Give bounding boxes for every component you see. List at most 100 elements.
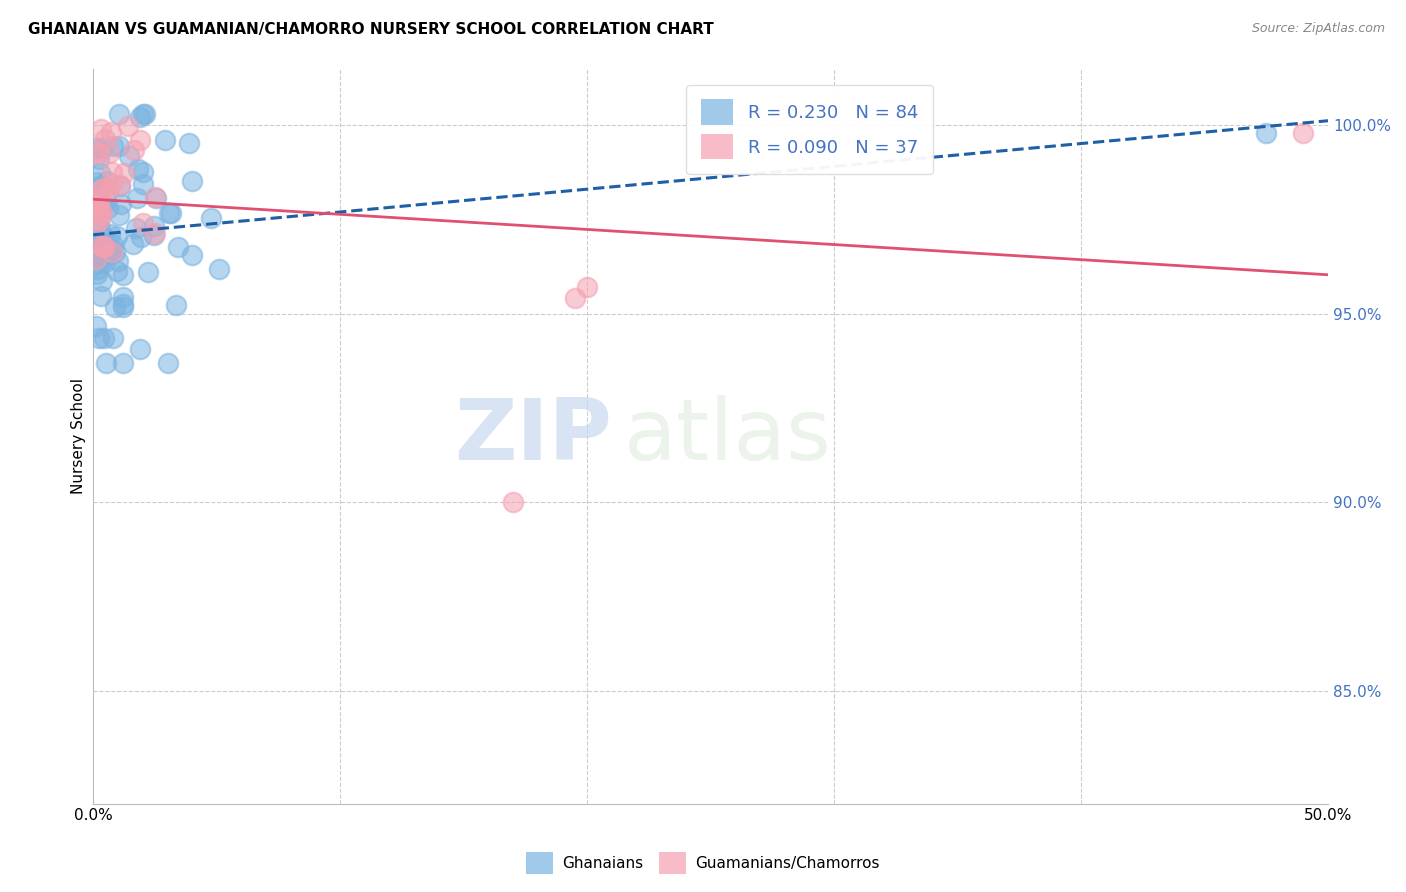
Point <box>502 495 524 509</box>
Text: atlas: atlas <box>624 394 832 477</box>
Point <box>97 145 120 160</box>
Point <box>84 318 107 333</box>
Point <box>93 131 115 145</box>
Point <box>89 206 111 220</box>
Point <box>91 206 114 220</box>
Point <box>90 121 112 136</box>
Point <box>129 110 152 124</box>
Point <box>84 236 107 251</box>
Point <box>104 244 127 259</box>
Point <box>93 239 115 253</box>
Point <box>89 215 111 229</box>
Point <box>84 234 107 248</box>
Point <box>84 182 107 196</box>
Point <box>96 194 118 208</box>
Point <box>93 331 115 345</box>
Point <box>91 251 114 265</box>
Point <box>89 166 111 180</box>
Point <box>84 205 107 219</box>
Point <box>107 208 129 222</box>
Point <box>112 355 135 369</box>
Point <box>91 182 114 196</box>
Point <box>136 265 159 279</box>
Point <box>112 165 135 179</box>
Point <box>117 119 139 133</box>
Point <box>576 280 599 294</box>
Point <box>112 300 135 314</box>
Point <box>86 200 108 214</box>
Point <box>90 178 112 193</box>
Point <box>180 248 202 262</box>
Point <box>112 268 135 282</box>
Point <box>181 174 204 188</box>
Point <box>145 191 167 205</box>
Point <box>89 330 111 344</box>
Point <box>157 206 180 220</box>
Point <box>87 212 110 227</box>
Point <box>93 231 115 245</box>
Point <box>131 164 153 178</box>
Point <box>165 297 187 311</box>
Point <box>101 242 124 256</box>
Point <box>84 257 107 271</box>
Point <box>100 125 122 139</box>
Point <box>125 191 148 205</box>
Point <box>108 107 131 121</box>
Point <box>208 262 231 277</box>
Point <box>107 254 129 268</box>
Point <box>101 177 124 191</box>
Point <box>1292 126 1315 140</box>
Point <box>127 162 149 177</box>
Point <box>159 206 181 220</box>
Point <box>89 153 111 167</box>
Point <box>86 267 108 281</box>
Point <box>84 217 107 231</box>
Point <box>132 107 155 121</box>
Point <box>90 289 112 303</box>
Point <box>200 211 222 225</box>
Point <box>134 107 156 121</box>
Point <box>84 197 107 211</box>
Point <box>93 239 115 253</box>
Point <box>104 300 127 314</box>
Point <box>90 197 112 211</box>
Point <box>97 201 120 215</box>
Point <box>132 177 155 191</box>
Point <box>110 179 132 194</box>
Point <box>105 264 128 278</box>
Point <box>564 292 586 306</box>
Point <box>128 133 150 147</box>
Point <box>122 144 145 158</box>
Point <box>98 246 121 260</box>
Text: Source: ZipAtlas.com: Source: ZipAtlas.com <box>1251 22 1385 36</box>
Point <box>84 252 107 266</box>
Point <box>87 188 110 202</box>
Point <box>167 240 190 254</box>
Point <box>101 244 124 259</box>
Point <box>143 190 166 204</box>
Point <box>129 342 152 356</box>
Point <box>108 139 131 153</box>
Point <box>98 181 121 195</box>
Point <box>143 226 166 240</box>
Text: GHANAIAN VS GUAMANIAN/CHAMORRO NURSERY SCHOOL CORRELATION CHART: GHANAIAN VS GUAMANIAN/CHAMORRO NURSERY S… <box>28 22 714 37</box>
Point <box>87 234 110 248</box>
Point <box>96 174 118 188</box>
Point <box>132 216 155 230</box>
Legend: R = 0.230   N = 84, R = 0.090   N = 37: R = 0.230 N = 84, R = 0.090 N = 37 <box>686 85 932 174</box>
Point <box>90 274 112 288</box>
Point <box>111 290 134 304</box>
Point <box>103 331 125 345</box>
Point <box>84 191 107 205</box>
Point <box>84 204 107 219</box>
Point <box>155 133 177 147</box>
Point <box>91 182 114 196</box>
Point <box>84 244 107 258</box>
Point <box>156 355 179 369</box>
Point <box>91 243 114 257</box>
Point <box>90 238 112 252</box>
Point <box>87 199 110 213</box>
Point <box>110 178 132 192</box>
Point <box>122 236 145 251</box>
Point <box>110 197 132 211</box>
